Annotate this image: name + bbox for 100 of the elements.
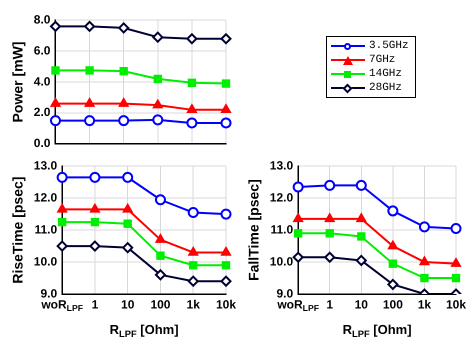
legend-label: 7GHz <box>369 54 396 66</box>
point <box>189 261 198 270</box>
point <box>122 204 133 213</box>
point <box>56 172 68 183</box>
point <box>418 221 430 232</box>
point <box>188 78 196 87</box>
point <box>50 98 60 107</box>
point <box>324 213 335 222</box>
point <box>156 234 166 243</box>
point <box>388 240 398 250</box>
x-tick-label: 10k <box>446 297 466 312</box>
y-tick-label: 11.0 <box>34 222 58 236</box>
point <box>220 208 232 220</box>
y-tick-label: 6.0 <box>34 43 51 58</box>
point <box>186 117 198 128</box>
x-tick-label: 1 <box>326 297 334 312</box>
point <box>124 220 132 228</box>
point <box>451 258 461 267</box>
point <box>357 232 366 241</box>
point <box>152 114 164 126</box>
point <box>84 20 96 32</box>
point <box>120 67 128 76</box>
point <box>58 218 66 226</box>
y-tick-label: 10.0 <box>34 254 58 268</box>
point <box>85 66 94 75</box>
point <box>154 74 162 84</box>
point <box>186 33 198 44</box>
point <box>154 269 166 280</box>
y-axis-title: FallTime [psec] <box>245 179 262 281</box>
point <box>220 276 232 287</box>
point <box>387 278 398 290</box>
point <box>89 240 100 252</box>
point <box>118 98 129 107</box>
point <box>221 246 231 256</box>
point <box>292 181 304 192</box>
point <box>118 22 130 34</box>
point <box>220 117 232 128</box>
y-tick-label: 0.0 <box>34 136 51 150</box>
y-tick-label: 12.0 <box>270 190 294 204</box>
point <box>187 104 197 114</box>
point <box>326 229 334 238</box>
point <box>356 180 367 191</box>
point <box>452 274 460 282</box>
x-tick-label: 10k <box>216 297 236 312</box>
point <box>420 256 430 266</box>
point <box>222 79 230 88</box>
point <box>450 223 462 234</box>
point <box>152 32 164 43</box>
x-tick-label: 100 <box>150 297 171 312</box>
point <box>122 172 134 183</box>
legend-label: 14GHz <box>369 68 402 80</box>
y-tick-label: 8.0 <box>34 12 51 27</box>
point <box>324 252 336 263</box>
point <box>324 180 336 191</box>
point <box>50 115 61 126</box>
point <box>154 194 166 206</box>
point <box>57 204 68 213</box>
point <box>84 98 94 107</box>
y-tick-label: 10.0 <box>270 254 294 268</box>
x-tick-label: 10 <box>354 297 368 312</box>
point <box>188 246 198 256</box>
point <box>89 172 100 183</box>
point <box>50 20 61 32</box>
y-tick-label: 13.0 <box>34 158 58 173</box>
x-tick-label: 1k <box>418 297 432 312</box>
point <box>356 254 367 266</box>
point <box>221 104 231 114</box>
point <box>387 205 398 216</box>
y-tick-label: 2.0 <box>34 105 51 120</box>
legend-label: 28GHz <box>369 82 402 94</box>
point <box>56 240 68 252</box>
point <box>188 276 199 287</box>
point <box>356 213 366 222</box>
x-tick-label: 100 <box>382 297 404 312</box>
y-tick-label: 9.0 <box>276 286 294 300</box>
y-tick-label: 12.0 <box>34 190 58 204</box>
point <box>220 33 232 44</box>
y-axis-title: Power [mW] <box>9 42 26 122</box>
point <box>51 66 60 75</box>
y-axis-title: RiseTime [psec] <box>9 176 26 284</box>
point <box>292 252 304 263</box>
y-tick-label: 13.0 <box>270 158 294 173</box>
point <box>90 204 100 213</box>
x-tick-label: 1k <box>186 297 200 312</box>
y-tick-label: 9.0 <box>40 286 58 300</box>
point <box>118 115 130 126</box>
point <box>90 218 100 226</box>
point <box>294 229 302 238</box>
point <box>293 213 304 222</box>
point <box>152 100 163 108</box>
point <box>84 115 96 126</box>
x-tick-label: 10 <box>121 297 135 312</box>
y-tick-label: 4.0 <box>34 74 51 88</box>
legend-label: 3.5GHz <box>369 40 409 52</box>
point <box>188 207 199 218</box>
point <box>388 259 398 268</box>
x-tick-label: 1 <box>92 297 99 312</box>
point <box>122 242 134 254</box>
point <box>420 274 429 282</box>
point <box>222 261 230 270</box>
